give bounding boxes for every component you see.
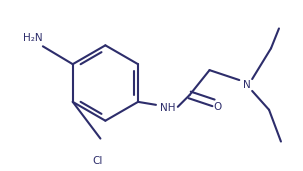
Text: Cl: Cl [92, 156, 103, 166]
Text: NH: NH [160, 103, 175, 113]
Text: O: O [213, 102, 221, 112]
Text: N: N [243, 80, 251, 90]
Text: H₂N: H₂N [23, 33, 43, 43]
